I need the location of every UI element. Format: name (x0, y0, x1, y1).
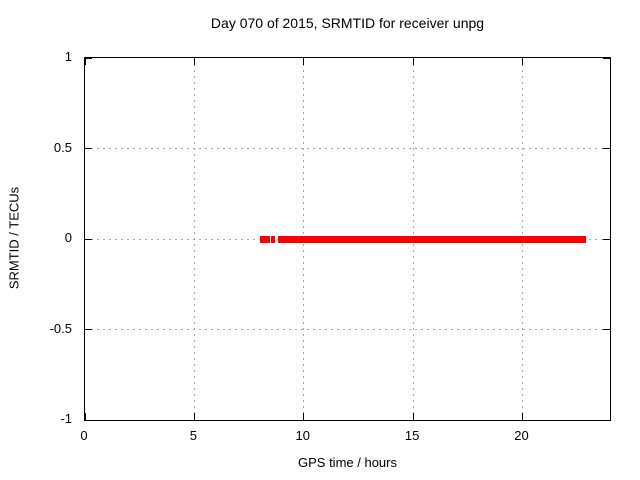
y-tick-right (603, 57, 610, 59)
y-tick-label: 1 (64, 49, 72, 64)
y-tick-left (85, 238, 92, 240)
x-tick-label: 15 (404, 428, 420, 443)
y-gridline (85, 329, 610, 330)
y-tick-left (85, 57, 92, 59)
x-tick-bottom (84, 413, 86, 420)
x-tick-bottom (193, 413, 195, 420)
y-tick-left (85, 148, 92, 149)
x-tick-top (522, 58, 523, 65)
y-tick-right (603, 419, 610, 421)
x-tick-bottom (412, 413, 414, 420)
y-tick-left (85, 419, 92, 421)
y-gridline (85, 148, 610, 149)
x-tick-top (84, 58, 86, 65)
data-segment (260, 235, 270, 243)
x-tick-top (193, 58, 195, 65)
x-tick-label: 10 (295, 428, 310, 443)
y-tick-right (603, 238, 610, 240)
x-tick-bottom (522, 413, 523, 420)
x-axis-label: GPS time / hours (298, 455, 397, 470)
x-tick-top (303, 58, 305, 65)
data-segment (277, 235, 587, 243)
chart-title: Day 070 of 2015, SRMTID for receiver unp… (210, 15, 485, 31)
y-tick-label: -0.5 (49, 320, 72, 336)
y-tick-left (85, 329, 92, 330)
y-tick-right (603, 148, 610, 149)
plot-area (84, 57, 611, 421)
x-tick-bottom (303, 413, 305, 420)
y-tick-label: -1 (60, 411, 72, 426)
x-tick-label: 0 (80, 428, 88, 443)
y-tick-label: 0.5 (53, 139, 72, 155)
x-tick-label: 20 (514, 428, 529, 443)
data-segment (271, 235, 275, 243)
y-tick-label: 0 (64, 230, 72, 245)
x-tick-top (412, 58, 414, 65)
x-tick-label: 5 (189, 428, 197, 443)
y-tick-right (603, 329, 610, 330)
